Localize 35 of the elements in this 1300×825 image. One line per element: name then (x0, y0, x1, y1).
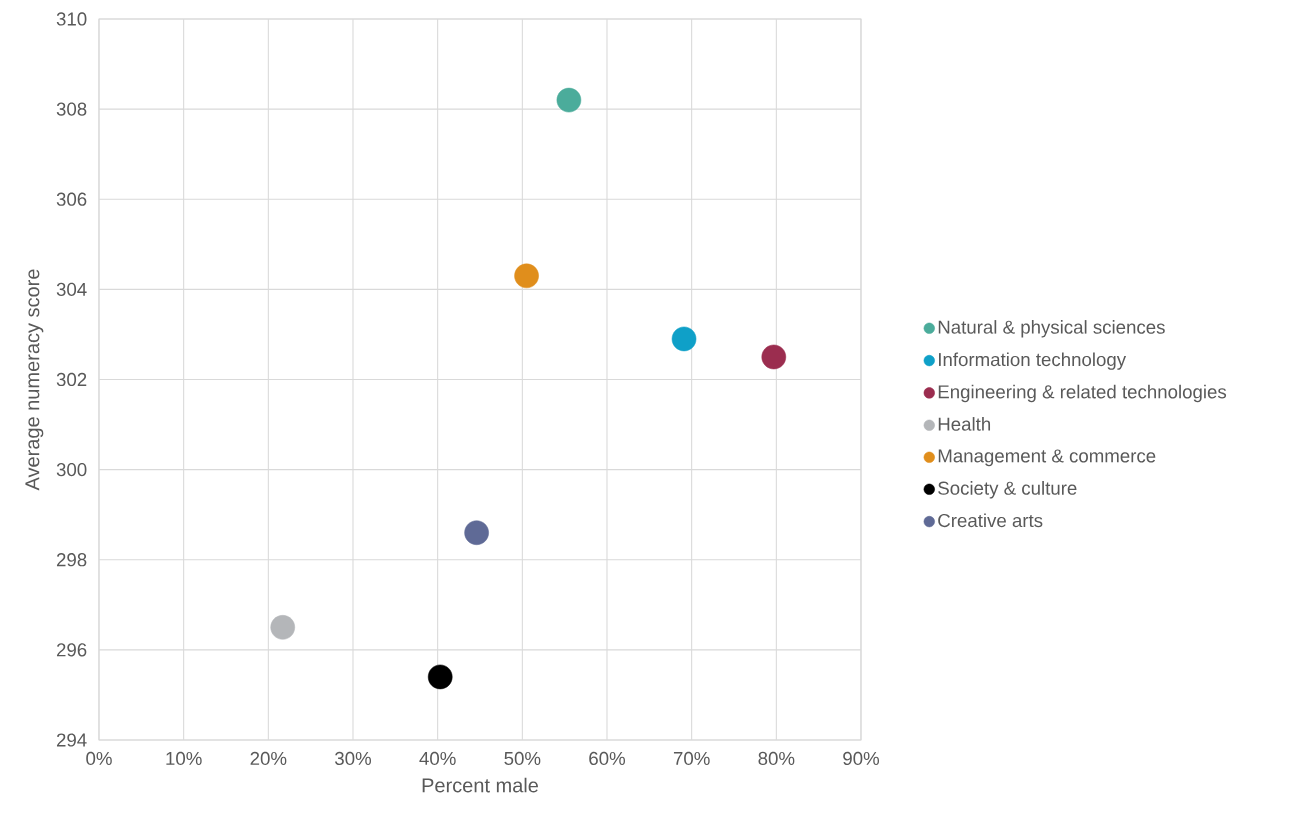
legend-label: Creative arts (938, 513, 1043, 528)
point (556, 87, 582, 113)
point (514, 263, 539, 289)
y-tick-label: 294 (56, 733, 87, 747)
x-tick-label: 30% (335, 751, 372, 766)
legend-label: Engineering & related technologies (938, 384, 1227, 403)
point (427, 664, 453, 690)
y-tick-label: 310 (56, 12, 87, 26)
y-tick-label: 300 (56, 463, 87, 477)
y-tick-label: 304 (56, 282, 87, 296)
y-tick-label: 296 (56, 643, 87, 657)
y-tick-label: 306 (56, 192, 87, 206)
x-tick-label: 10% (166, 751, 202, 766)
x-tick-label: 20% (250, 751, 287, 766)
x-tick-label: 40% (419, 751, 456, 766)
legend-label: Information technology (938, 352, 1127, 370)
y-tick-label: 302 (56, 372, 87, 387)
point (464, 520, 489, 545)
y-tick-label: 308 (56, 102, 87, 116)
x-tick-label: 60% (589, 751, 626, 766)
legend-label: Health (938, 417, 991, 431)
point (671, 326, 697, 352)
point (761, 344, 787, 370)
x-axis-title: Percent male (422, 777, 538, 793)
x-tick-label: 80% (758, 751, 795, 766)
legend-label: Management & commerce (938, 449, 1156, 467)
x-tick-label: 90% (843, 751, 880, 766)
x-tick-label: 70% (673, 751, 710, 766)
x-tick-label: 50% (504, 751, 541, 766)
legend-label: Society & culture (938, 481, 1077, 499)
point (270, 615, 295, 640)
y-tick-label: 298 (56, 553, 87, 567)
legend-label: Natural & physical sciences (938, 320, 1165, 338)
x-tick-label: 0% (86, 751, 112, 766)
y-axis-title: Average numeracy score (25, 269, 44, 491)
